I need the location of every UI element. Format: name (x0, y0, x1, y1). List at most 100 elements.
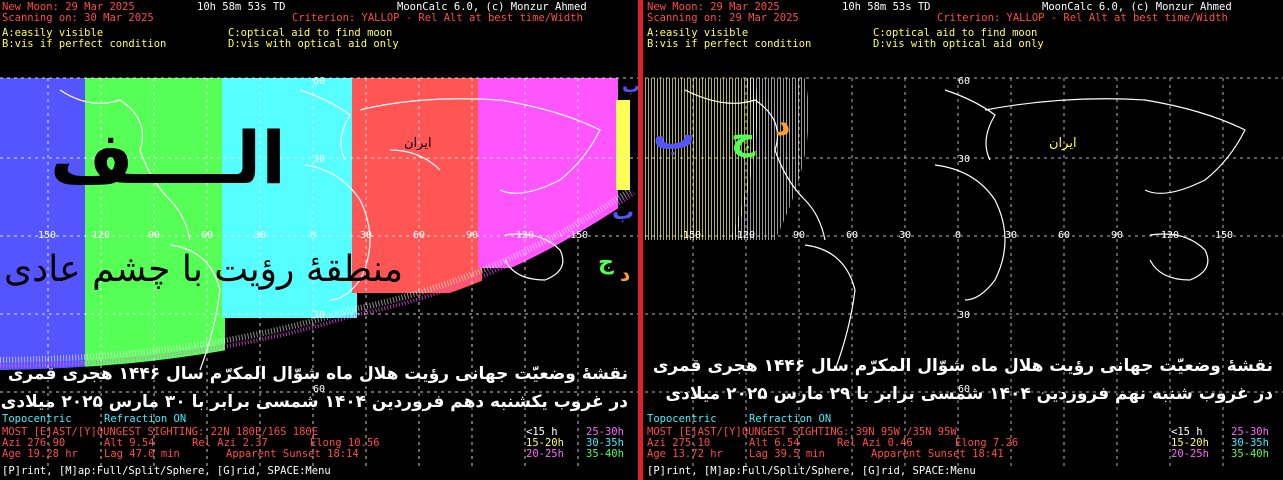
lat-label: 60 (958, 76, 971, 87)
lon-label: 0 (955, 230, 962, 241)
key-15-20: 15-20h (1171, 437, 1209, 449)
legend-b: B:vis if perfect condition (647, 38, 812, 50)
new-moon-time: 10h 58m 53s TD (842, 1, 931, 13)
key-20-25: 20-25h (526, 448, 564, 460)
app-credit: MoonCalc 6.0, (c) Monzur Ahmed (1042, 1, 1232, 13)
scanning-date: Scanning on: 30 Mar 2025 (2, 12, 154, 24)
caption-line-1: نقشهٔ وضعیّت جهانی رؤیت هلال ماه شوّال ا… (7, 364, 628, 384)
lag: Lag 47.0 min (104, 448, 180, 460)
panel-divider (638, 0, 643, 480)
lon-label: 90 (466, 230, 479, 241)
topocentric: Topocentric (647, 413, 717, 425)
key-35-40: 35-40h (586, 448, 624, 460)
lon-label: 60 (201, 230, 214, 241)
lon-label: 90 (148, 230, 161, 241)
lon-label: 90 (1111, 230, 1124, 241)
apparent-sunset: Apparent Sunset 18:41 (871, 448, 1004, 460)
left-visibility-map (0, 77, 638, 480)
lon-label: 30 (899, 230, 912, 241)
lon-label: 60 (413, 230, 426, 241)
age: Age 19.28 hr (2, 448, 78, 460)
lon-label: 120 (1161, 230, 1180, 241)
sighting: MOST [E]AST/[Y]OUNGEST SIGHTING: 22N 180… (2, 426, 319, 438)
key-35-40: 35-40h (1231, 448, 1269, 460)
new-moon-time: 10h 58m 53s TD (197, 1, 286, 13)
legend-d: D:vis with optical aid only (873, 38, 1044, 50)
refraction: Refraction ON (104, 413, 187, 425)
zone-c-mark: ج (598, 250, 614, 275)
rel-azimuth: Rel Azi 2.37 (192, 437, 268, 449)
iran-label: ایران (404, 136, 432, 151)
lon-label: 120 (737, 230, 756, 241)
lon-label: 30 (1005, 230, 1018, 241)
lon-label: 120 (516, 230, 535, 241)
apparent-sunset: Apparent Sunset 18:14 (226, 448, 359, 460)
lon-label: 150 (1215, 230, 1234, 241)
age: Age 13.72 hr (647, 448, 723, 460)
scanning-date: Scanning on: 29 Mar 2025 (647, 12, 799, 24)
lat-label: 30 (958, 154, 971, 165)
legend-d: D:vis with optical aid only (228, 38, 399, 50)
zone-d-mark: د (620, 262, 631, 286)
zone-b-mark: ب (622, 76, 638, 97)
lag: Lag 39.5 min (749, 448, 825, 460)
lat-label: 30 (313, 154, 326, 165)
lat-label: 60 (958, 384, 971, 395)
zone-b-mark: ب (653, 110, 696, 159)
lon-label: 60 (1058, 230, 1071, 241)
legend-a: A:easily visible (647, 27, 749, 39)
menu-bar[interactable]: [P]rint, [M]ap:Full/Split/Sphere, [G]rid… (647, 465, 976, 477)
legend-c: C:optical aid to find moon (228, 27, 393, 39)
caption-line-1: نقشهٔ وضعیّت جهانی رؤیت هلال ماه شوّال ا… (652, 356, 1273, 376)
left-map-panel: New Moon: 29 Mar 2025 10h 58m 53s TD Moo… (0, 0, 638, 480)
caption-line-2: در غروب یکشنبه دهم فروردین ۱۴۰۴ شمسی برا… (0, 392, 628, 412)
zone-cyan (222, 78, 357, 318)
zone-b-mark: ب (612, 200, 635, 225)
key-20-25: 20-25h (1171, 448, 1209, 460)
caption-line-2: در غروب شنبه نهم فروردین ۱۴۰۴ شمسی برابر… (665, 384, 1273, 404)
legend-a: A:easily visible (2, 27, 104, 39)
zone-a-subtitle: منطقهٔ رؤیت با چشم عادی (4, 249, 404, 290)
lon-label: 30 (360, 230, 373, 241)
lat-label: 30 (958, 310, 971, 321)
zone-fringe (0, 187, 632, 363)
altitude: Alt 9.54 (104, 437, 155, 449)
zone-yellow-hatch (645, 78, 758, 240)
new-moon-date: New Moon: 29 Mar 2025 (2, 1, 135, 13)
lat-label: 60 (313, 76, 326, 87)
legend-b: B:vis if perfect condition (2, 38, 167, 50)
zone-green (85, 78, 225, 370)
elongation: Elong 7.26 (955, 437, 1019, 449)
lon-label: 150 (38, 230, 57, 241)
left-coastlines (59, 89, 601, 371)
zone-a-title: الــــف (50, 116, 286, 200)
right-coastlines (684, 89, 1246, 371)
left-grid (0, 77, 638, 470)
lon-label: 150 (683, 230, 702, 241)
criterion: Criterion: YALLOP - Rel Alt at best time… (937, 12, 1228, 24)
elongation: Elong 10.56 (310, 437, 380, 449)
iran-label: ایران (1049, 136, 1077, 151)
app-credit: MoonCalc 6.0, (c) Monzur Ahmed (397, 1, 587, 13)
criterion: Criterion: YALLOP - Rel Alt at best time… (292, 12, 583, 24)
zone-yellow (616, 100, 630, 190)
lon-label: 60 (846, 230, 859, 241)
lon-label: 30 (254, 230, 267, 241)
menu-bar[interactable]: [P]rint, [M]ap:Full/Split/Sphere, [G]rid… (2, 465, 331, 477)
key-15-20: 15-20h (526, 437, 564, 449)
new-moon-date: New Moon: 29 Mar 2025 (647, 1, 780, 13)
zone-blue (0, 78, 88, 370)
sighting: MOST [E]AST/[Y]OUNGEST SIGHTING: 39N 95W… (647, 426, 957, 438)
key-25-30: 25-30h (586, 426, 624, 438)
right-grid (645, 77, 1283, 470)
lon-label: 150 (570, 230, 589, 241)
lon-label: 90 (793, 230, 806, 241)
zone-c-mark: ج (731, 118, 756, 158)
refraction: Refraction ON (749, 413, 832, 425)
zone-d-mark: د (775, 108, 791, 143)
zone-edge (0, 195, 638, 480)
key-lt15: <15 h (526, 426, 558, 438)
legend-c: C:optical aid to find moon (873, 27, 1038, 39)
topocentric: Topocentric (2, 413, 72, 425)
key-25-30: 25-30h (1231, 426, 1269, 438)
